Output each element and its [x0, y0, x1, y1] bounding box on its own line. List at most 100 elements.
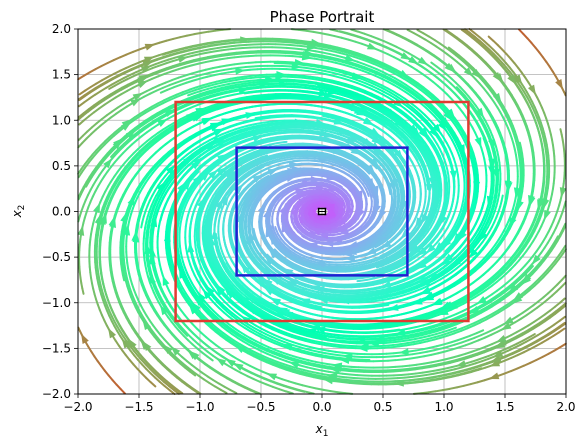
streamline-segment	[424, 92, 432, 99]
streamline-segment	[82, 71, 91, 77]
streamline-segment	[177, 339, 184, 346]
streamline-segment	[317, 247, 328, 251]
streamline-segment	[129, 157, 136, 165]
streamline-segment	[215, 79, 225, 83]
streamline-segment	[161, 132, 169, 139]
streamline-arrow	[162, 275, 170, 286]
streamline-segment	[214, 28, 224, 32]
streamline-segment	[152, 331, 159, 339]
streamline-segment	[249, 81, 259, 84]
streamline-segment	[358, 278, 369, 282]
streamline-segment	[215, 106, 225, 111]
streamline-segment	[235, 121, 245, 126]
streamline-segment	[393, 256, 401, 262]
streamline-segment	[222, 374, 231, 380]
streamline-segment	[395, 259, 404, 265]
streamline-segment	[186, 125, 195, 131]
streamline-segment	[192, 122, 201, 128]
streamline-segment	[129, 126, 137, 133]
streamline-segment	[352, 114, 361, 120]
streamline-segment	[270, 115, 280, 119]
streamline-segment	[391, 130, 399, 138]
streamline-segment	[301, 76, 311, 80]
streamline-segment	[238, 96, 248, 100]
streamline-segment	[138, 46, 148, 51]
streamline-segment	[417, 243, 424, 250]
streamline-segment	[179, 34, 189, 39]
streamline-segment	[300, 81, 310, 84]
streamline-segment	[186, 33, 196, 37]
streamline-segment	[414, 85, 422, 91]
streamline-segment	[105, 83, 113, 89]
streamline-segment	[372, 62, 382, 68]
streamline-segment	[407, 372, 417, 376]
streamline-segment	[445, 244, 453, 251]
streamline-segment	[195, 327, 203, 334]
streamline-segment	[207, 29, 217, 33]
streamline-segment	[238, 43, 248, 47]
streamline-segment	[132, 363, 139, 370]
streamline-segment	[331, 353, 342, 357]
streamline-segment	[243, 74, 254, 78]
streamline-segment	[377, 154, 384, 162]
streamline-segment	[372, 299, 383, 303]
streamline-segment	[388, 102, 397, 108]
streamline-segment	[307, 143, 317, 147]
streamline-segment	[169, 383, 177, 390]
streamline-segment	[145, 346, 151, 353]
streamline-segment	[233, 62, 243, 66]
streamline-segment	[394, 105, 402, 112]
streamline-segment	[172, 354, 180, 361]
streamline-segment	[154, 60, 163, 66]
streamline-segment	[271, 127, 281, 131]
streamline-segment	[371, 113, 380, 119]
streamline-segment	[243, 132, 253, 137]
streamline-segment	[388, 250, 396, 256]
streamline-arrow	[202, 117, 213, 125]
streamline-segment	[316, 76, 326, 81]
streamline-segment	[150, 151, 158, 158]
streamline-segment	[156, 136, 164, 143]
streamline-segment	[407, 140, 414, 148]
streamline-segment	[141, 139, 149, 146]
streamline-segment	[162, 96, 171, 102]
streamline-segment	[435, 377, 445, 381]
streamline-segment	[205, 363, 214, 370]
streamline-segment	[183, 314, 190, 321]
streamline-segment	[444, 248, 448, 253]
streamline-segment	[414, 348, 424, 352]
streamline-segment	[408, 233, 415, 241]
streamline-segment	[396, 240, 404, 247]
streamline-segment	[230, 137, 239, 142]
streamline-segment	[399, 109, 408, 116]
streamline-segment	[262, 133, 272, 137]
streamline-segment	[188, 51, 198, 55]
streamline-segment	[274, 121, 284, 125]
streamline-segment	[119, 388, 126, 395]
streamline-segment	[136, 354, 143, 362]
streamline-segment	[390, 354, 400, 358]
streamline-arrow	[363, 117, 375, 126]
streamline-segment	[204, 59, 214, 64]
streamline-segment	[141, 144, 149, 152]
streamline-arrow	[266, 373, 278, 381]
streamline-segment	[112, 56, 122, 62]
streamline-segment	[316, 98, 326, 102]
streamline-segment	[211, 58, 221, 62]
streamline-segment	[383, 236, 391, 243]
streamline-segment	[296, 44, 306, 48]
streamline-segment	[99, 86, 108, 93]
streamline-segment	[125, 50, 134, 56]
streamline-segment	[364, 112, 373, 118]
streamline-segment	[419, 350, 429, 355]
streamline-segment	[206, 350, 214, 357]
streamline-segment	[322, 79, 332, 84]
streamline-arrow	[108, 327, 117, 339]
streamline-segment	[136, 367, 143, 375]
streamline-segment	[325, 265, 336, 268]
streamline-segment	[294, 250, 303, 256]
streamline-segment	[134, 123, 142, 129]
streamline-arrow	[187, 114, 199, 122]
streamline-segment	[113, 127, 121, 134]
streamline-segment	[208, 80, 218, 85]
